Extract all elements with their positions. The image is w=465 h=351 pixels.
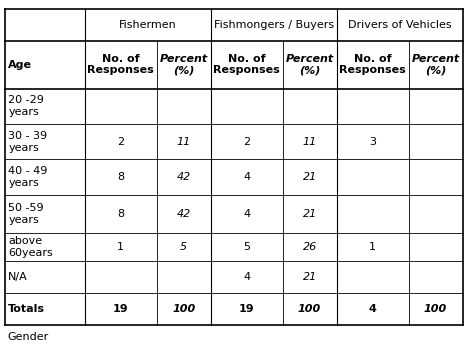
Text: 4: 4: [243, 172, 250, 182]
Text: No. of
Responses: No. of Responses: [87, 54, 154, 75]
Text: 1: 1: [369, 242, 376, 252]
Text: 11: 11: [303, 137, 317, 147]
Text: 20 -29
years: 20 -29 years: [8, 95, 44, 117]
Text: 11: 11: [177, 137, 191, 147]
Text: 8: 8: [117, 172, 124, 182]
Text: 2: 2: [117, 137, 124, 147]
Text: 40 - 49
years: 40 - 49 years: [8, 166, 48, 188]
Text: 8: 8: [117, 209, 124, 219]
Text: 100: 100: [424, 304, 447, 314]
Text: 5: 5: [180, 242, 187, 252]
Text: above
60years: above 60years: [8, 236, 53, 258]
Text: Gender: Gender: [7, 332, 48, 342]
Text: 100: 100: [298, 304, 321, 314]
Text: No. of
Responses: No. of Responses: [339, 54, 406, 75]
Text: 42: 42: [177, 172, 191, 182]
Text: Percent
(%): Percent (%): [412, 54, 460, 75]
Text: 50 -59
years: 50 -59 years: [8, 203, 44, 225]
Text: 4: 4: [243, 272, 250, 282]
Text: Percent
(%): Percent (%): [159, 54, 208, 75]
Text: 4: 4: [243, 209, 250, 219]
Text: Drivers of Vehicles: Drivers of Vehicles: [348, 20, 452, 30]
Text: 42: 42: [177, 209, 191, 219]
Text: 4: 4: [369, 304, 377, 314]
Text: Age: Age: [8, 60, 33, 69]
Text: N/A: N/A: [8, 272, 28, 282]
Text: 19: 19: [239, 304, 254, 314]
Text: 19: 19: [113, 304, 128, 314]
Text: 3: 3: [369, 137, 376, 147]
Text: Fishermen: Fishermen: [119, 20, 177, 30]
Text: 21: 21: [303, 272, 317, 282]
Text: 30 - 39
years: 30 - 39 years: [8, 131, 47, 153]
Text: Totals: Totals: [8, 304, 46, 314]
Text: 5: 5: [243, 242, 250, 252]
Text: 2: 2: [243, 137, 250, 147]
Text: 100: 100: [172, 304, 195, 314]
Text: 21: 21: [303, 172, 317, 182]
Text: No. of
Responses: No. of Responses: [213, 54, 280, 75]
Text: Fishmongers / Buyers: Fishmongers / Buyers: [213, 20, 334, 30]
Text: 1: 1: [117, 242, 124, 252]
Text: 26: 26: [303, 242, 317, 252]
Text: 21: 21: [303, 209, 317, 219]
Text: Percent
(%): Percent (%): [286, 54, 334, 75]
